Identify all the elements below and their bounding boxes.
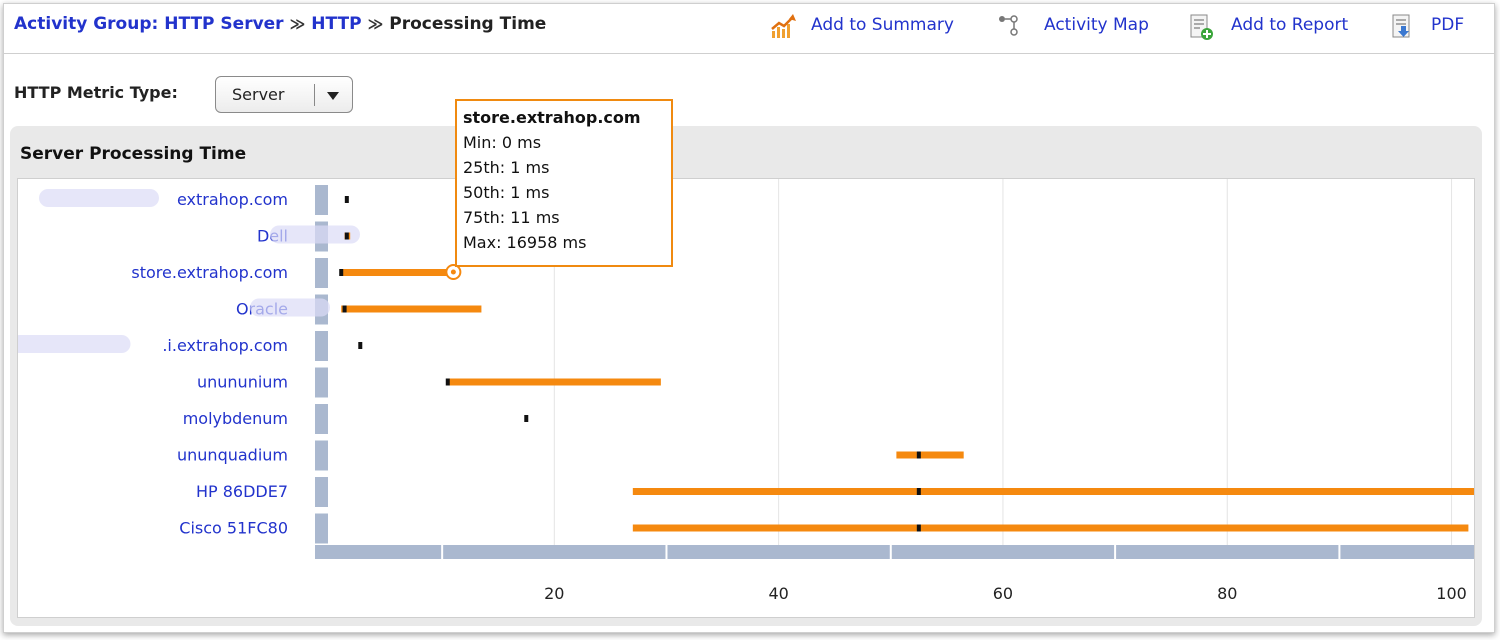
x-tick-label: 80 — [1217, 584, 1237, 603]
chart-area: 20406080100extrahop.comDellstore.extraho… — [17, 178, 1475, 618]
header-bar: Activity Group: HTTP Server ≫ HTTP ≫ Process… — [4, 4, 1494, 54]
median-marker — [358, 342, 363, 349]
add-report-icon — [1190, 14, 1213, 40]
tooltip-25th: 25th: 1 ms — [463, 158, 550, 177]
tooltip-75th: 75th: 11 ms — [463, 208, 560, 227]
tooltip-title: store.extrahop.com — [463, 108, 641, 127]
breadcrumb-current: Processing Time — [389, 14, 547, 34]
x-tick-label: 20 — [544, 584, 564, 603]
median-marker — [916, 488, 921, 495]
row-label[interactable]: store.extrahop.com — [131, 263, 288, 282]
x-axis-bar — [315, 545, 1474, 559]
x-tick-label: 60 — [993, 584, 1013, 603]
median-marker — [339, 269, 344, 276]
add-to-report-label: Add to Report — [1231, 15, 1349, 35]
metric-type-select[interactable]: Server — [215, 76, 353, 113]
chart-tooltip: store.extrahop.com Min: 0 ms 25th: 1 ms … — [455, 99, 673, 267]
median-marker — [342, 305, 347, 313]
y-axis-segment — [315, 440, 328, 471]
row-label[interactable]: .i.extrahop.com — [162, 336, 288, 355]
metric-type-label: HTTP Metric Type: — [14, 83, 178, 102]
y-axis-segment — [315, 367, 328, 398]
range-bar — [896, 451, 964, 459]
breadcrumb-http[interactable]: HTTP — [311, 14, 362, 34]
hover-marker-dot — [450, 269, 456, 275]
tooltip-min: Min: 0 ms — [463, 133, 542, 152]
y-axis-segment — [315, 331, 328, 361]
chart-panel: Server Processing Time 20 40 60 80 100 extrah… — [10, 126, 1482, 626]
metric-type-value: Server — [232, 85, 285, 104]
row-label[interactable]: HP 86DDE7 — [196, 482, 288, 501]
range-bar — [447, 378, 661, 386]
processing-time-chart: 20406080100extrahop.comDellstore.extraho… — [18, 179, 1474, 603]
y-axis-segment — [315, 404, 328, 434]
row-label[interactable]: unununium — [197, 373, 288, 392]
x-tick-label: 40 — [768, 584, 788, 603]
median-marker — [445, 378, 450, 386]
breadcrumb-separator: ≫ — [367, 15, 384, 33]
range-bar — [632, 488, 1474, 495]
x-tick-label: 100 — [1436, 584, 1467, 603]
blurred-label-part — [39, 189, 159, 207]
chevron-down-icon — [327, 92, 339, 100]
range-bar — [341, 269, 454, 276]
breadcrumb: Activity Group: HTTP Server ≫ HTTP ≫ Process… — [14, 14, 546, 34]
tooltip-50th: 50th: 1 ms — [463, 183, 550, 202]
row-label[interactable]: ununquadium — [177, 446, 288, 465]
y-axis-segment — [315, 477, 328, 507]
row-label[interactable]: molybdenum — [183, 409, 288, 428]
tooltip-max: Max: 16958 ms — [463, 233, 587, 252]
app-window: Activity Group: HTTP Server ≫ HTTP ≫ Process… — [3, 3, 1495, 633]
blurred-label-part — [270, 225, 360, 244]
blurred-label-part — [18, 335, 131, 353]
add-to-summary-label: Add to Summary — [811, 15, 954, 35]
median-marker — [344, 196, 349, 203]
median-marker — [344, 232, 349, 240]
summary-chart-icon — [771, 14, 796, 38]
y-axis-segment — [315, 258, 328, 288]
panel-title: Server Processing Time — [20, 144, 247, 164]
pdf-icon — [1392, 14, 1410, 38]
select-divider — [314, 84, 315, 106]
range-bar — [341, 305, 482, 313]
range-bar — [632, 524, 1469, 532]
activity-map-label: Activity Map — [1044, 15, 1149, 35]
pdf-label: PDF — [1431, 15, 1465, 35]
activity-map-icon — [999, 15, 1018, 36]
blurred-label-part — [250, 298, 330, 317]
median-marker — [916, 524, 921, 532]
y-axis-segment — [315, 513, 328, 544]
median-marker — [524, 415, 529, 422]
row-label[interactable]: Cisco 51FC80 — [179, 519, 288, 538]
median-marker — [916, 451, 921, 459]
row-label[interactable]: extrahop.com — [177, 190, 288, 209]
breadcrumb-activity-group[interactable]: Activity Group: HTTP Server — [14, 14, 284, 34]
breadcrumb-separator: ≫ — [289, 15, 306, 33]
y-axis-segment — [315, 185, 328, 215]
